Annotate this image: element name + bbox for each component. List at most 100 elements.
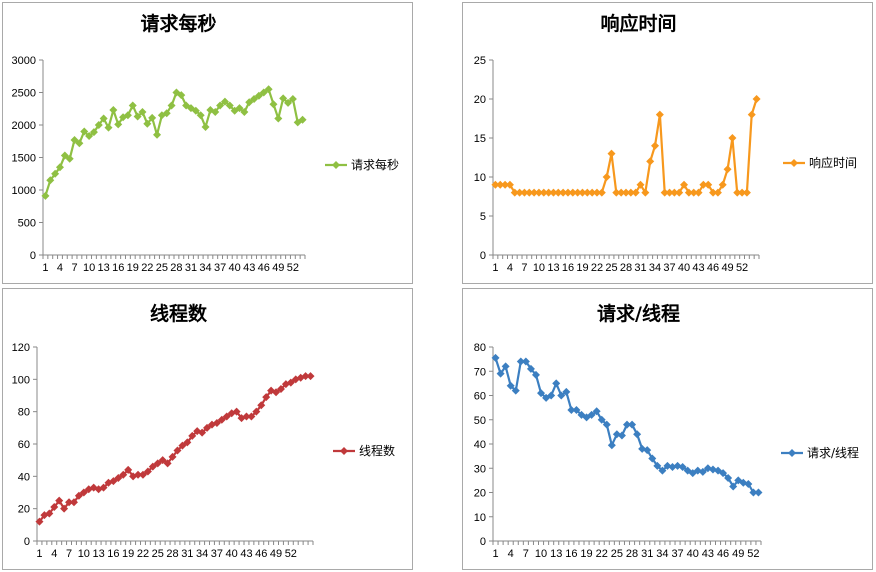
data-point [646,157,655,166]
data-point [719,469,728,478]
data-point [521,357,530,366]
data-point [65,498,74,507]
data-point [79,488,88,497]
legend-swatch-marker [788,449,796,457]
x-tick-label: 49 [272,262,284,274]
x-tick-label: 22 [596,548,608,560]
data-point [752,95,761,103]
data-point [733,188,742,197]
data-point [747,110,756,119]
x-tick-label: 52 [736,262,748,274]
x-tick-label: 37 [663,262,675,274]
legend: 线程数 [333,443,395,458]
x-tick-label: 13 [92,548,104,560]
data-point [104,478,113,487]
data-point [148,113,157,122]
data-point [240,108,249,116]
data-point [578,188,587,197]
data-point [622,188,630,197]
data-point [562,387,571,396]
data-point [694,188,703,197]
data-point [35,517,44,526]
data-point [153,130,162,139]
x-tick-label: 46 [717,548,729,560]
data-point [250,95,259,103]
y-tick-label: 0 [480,250,486,262]
data-point [754,488,763,497]
x-tick-label: 40 [229,262,241,274]
x-tick-label: 40 [687,548,699,560]
data-point [60,151,69,160]
x-tick-label: 4 [508,548,514,560]
chart-title: 请求每秒 [140,12,216,35]
data-point [684,188,693,197]
legend-swatch-marker [340,447,348,455]
data-point [269,100,278,109]
series-line [495,98,758,194]
y-tick-label: 2500 [12,88,36,100]
data-point [138,108,147,116]
y-tick-label: 70 [474,366,486,378]
data-point [80,127,89,136]
data-point [143,119,152,128]
data-point [592,188,601,197]
data-point [89,128,98,137]
y-tick-label: 1000 [12,185,36,197]
data-point [222,412,231,421]
x-tick-label: 25 [611,548,623,560]
data-point [544,188,553,197]
data-point [306,372,315,381]
x-tick-label: 19 [580,548,592,560]
data-point [602,173,611,181]
data-point [542,393,551,402]
x-tick-label: 1 [36,548,42,560]
data-point [491,353,500,362]
data-point [554,188,563,197]
x-tick-label: 7 [521,262,527,274]
data-point [744,480,753,489]
x-tick-label: 22 [137,548,149,560]
y-tick-label: 60 [474,391,486,403]
data-point [123,111,132,120]
x-tick-label: 37 [211,548,223,560]
x-tick-label: 52 [285,548,297,560]
response-time-chart: 响应时间 0 5 10 15 20 25 1 4 7 10 13 16 19 22 25 28 31 34 37 40 4… [462,2,873,284]
requests-per-second-chart: 请求每秒 0 500 1000 1500 2000 2500 3000 1 4 7 10 13 16 19 2… [2,2,413,284]
data-point [242,412,251,421]
x-tick-label: 43 [702,548,714,560]
y-tick-label: 10 [474,172,486,184]
data-point [74,491,83,500]
x-tick-label: 1 [492,262,498,274]
x-tick-label: 49 [270,548,282,560]
data-point [713,188,722,197]
data-point [749,488,758,497]
data-point [655,110,664,119]
x-tick-label: 37 [214,262,226,274]
y-tick-label: 0 [30,250,36,262]
y-tick-label: 0 [24,536,30,548]
data-point [198,428,207,437]
chart-svg: 线程数 0 20 40 60 80 100 120 1 4 7 10 13 16 19 22 25 28 31 34 3… [12,302,395,560]
data-point [665,188,674,197]
x-tick-label: 40 [226,548,238,560]
x-tick-label: 28 [170,262,182,274]
data-point [217,415,226,424]
data-point [301,372,310,381]
data-point [109,477,118,486]
y-tick-label: 40 [18,471,30,483]
x-tick-label: 40 [678,262,690,274]
x-tick-label: 25 [605,262,617,274]
data-point [728,134,737,142]
data-point [134,470,143,479]
data-point [526,364,535,373]
y-tick-label: 120 [12,342,30,354]
x-tick-label: 13 [547,262,559,274]
x-tick-label: 10 [533,262,545,274]
data-point [216,101,225,110]
data-point [254,91,263,100]
legend: 请求每秒 [325,157,399,172]
x-tick-label: 4 [51,548,57,560]
data-point [680,180,689,189]
